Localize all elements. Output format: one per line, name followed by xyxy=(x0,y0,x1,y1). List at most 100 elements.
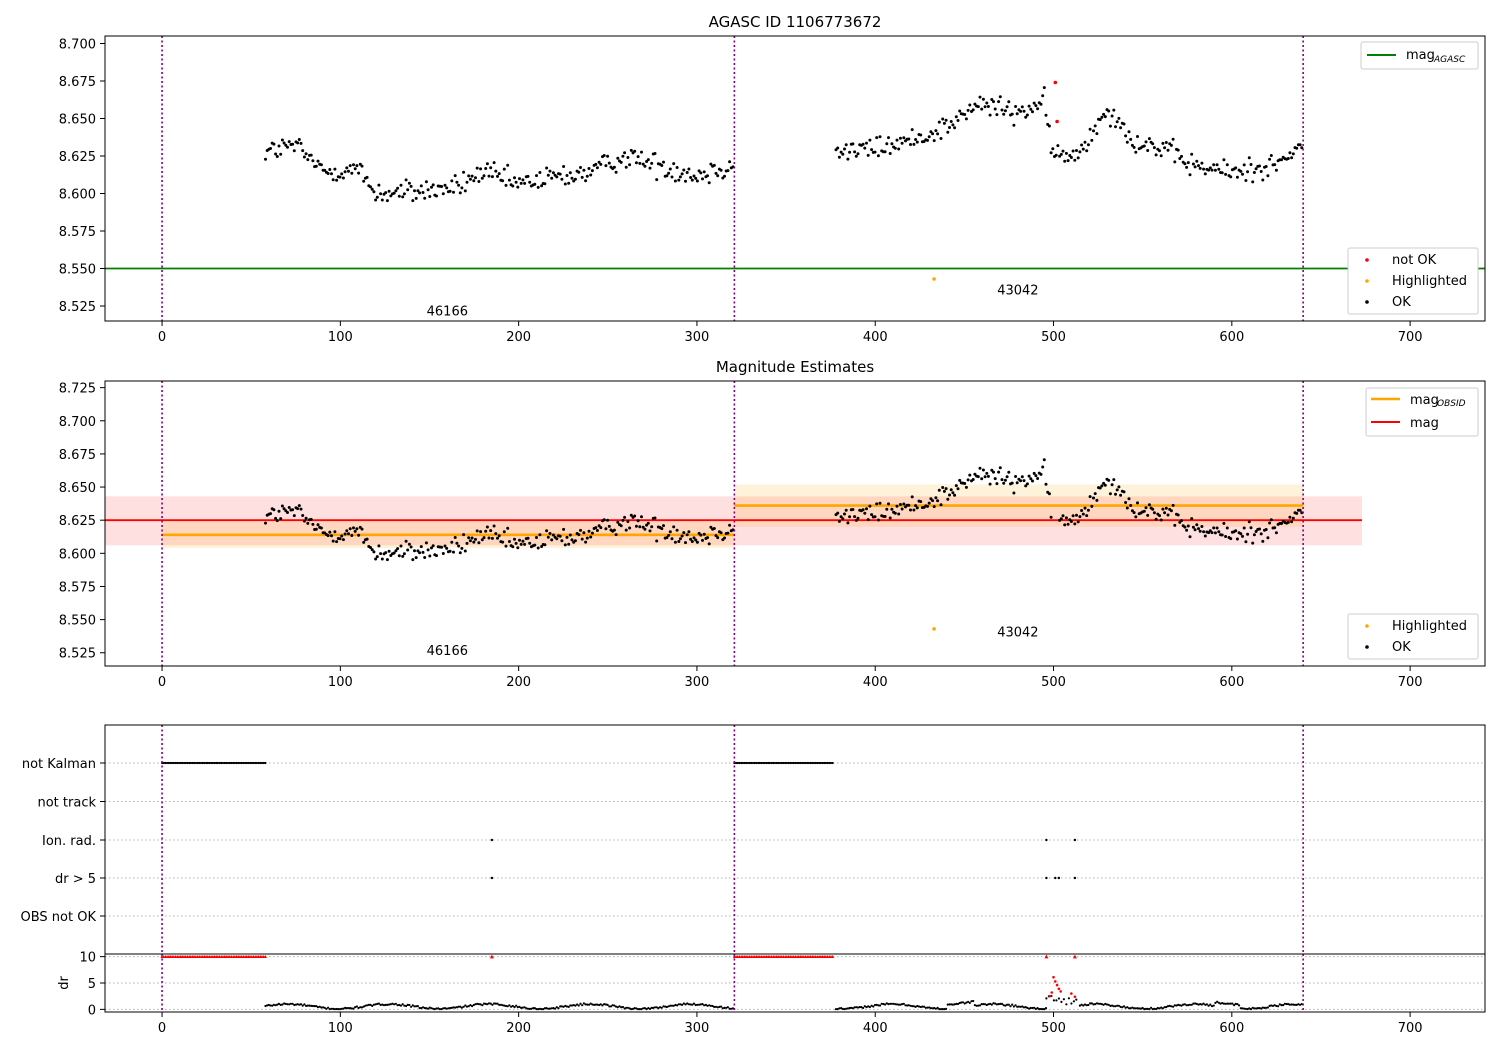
flag-point xyxy=(821,761,824,765)
ok-point xyxy=(518,538,521,542)
ok-point xyxy=(875,502,879,506)
dr-point xyxy=(653,1006,657,1009)
ok-point xyxy=(937,488,941,492)
y-tick-label: 8.625 xyxy=(59,514,96,529)
ok-point xyxy=(441,552,445,555)
ok-point xyxy=(445,546,449,550)
dr-point xyxy=(982,1003,985,1006)
dr-point xyxy=(611,1004,614,1007)
flag-point xyxy=(779,761,782,765)
flag-point xyxy=(259,761,262,765)
legend-mag-obsid-label: mag xyxy=(1410,393,1439,408)
ok-point xyxy=(1198,166,1202,170)
ok-point xyxy=(976,475,980,479)
ok-point xyxy=(848,150,852,154)
ok-point xyxy=(1254,530,1258,533)
flag-point xyxy=(763,761,767,765)
ok-point xyxy=(714,534,718,538)
ok-point xyxy=(1207,168,1211,172)
dr-point xyxy=(1122,1005,1126,1008)
ok-point xyxy=(287,506,291,509)
ok-point xyxy=(866,518,870,522)
ok-point xyxy=(384,551,388,555)
dr-point xyxy=(359,1006,362,1009)
ok-point xyxy=(341,538,345,542)
ok-point xyxy=(507,178,511,182)
ok-point xyxy=(636,519,640,523)
ok-point xyxy=(284,143,288,147)
ok-point xyxy=(839,150,843,154)
ok-point xyxy=(1288,515,1292,519)
dr-point xyxy=(1085,1004,1088,1007)
ok-point xyxy=(1210,168,1214,172)
dr-point xyxy=(1038,1008,1041,1011)
dr-point xyxy=(1121,1006,1124,1009)
ok-point xyxy=(604,164,608,168)
dr-point xyxy=(474,1003,477,1006)
ok-point xyxy=(374,198,378,202)
ok-point xyxy=(565,174,569,177)
flag-point xyxy=(740,761,743,765)
ok-point xyxy=(687,530,691,534)
flag-point xyxy=(816,761,819,765)
flag-point xyxy=(831,761,834,765)
ok-point xyxy=(689,176,693,179)
ok-point xyxy=(1029,107,1033,111)
ok-point xyxy=(1007,470,1011,474)
dr-point xyxy=(1160,1006,1163,1009)
ok-point xyxy=(699,171,703,175)
ok-point xyxy=(406,188,410,192)
dr-point xyxy=(481,1004,484,1007)
ok-point xyxy=(418,191,422,195)
ok-point xyxy=(1100,115,1104,119)
ok-point xyxy=(538,533,542,537)
y-tick-label: 8.650 xyxy=(59,481,96,496)
ok-point xyxy=(1095,498,1099,502)
ok-point xyxy=(1151,142,1155,146)
ok-point xyxy=(1069,156,1073,159)
ok-point xyxy=(467,536,471,540)
ok-point xyxy=(684,179,687,183)
ok-point xyxy=(964,117,968,121)
ok-point xyxy=(678,175,682,179)
dr-point xyxy=(596,1003,599,1006)
ok-point xyxy=(431,183,435,187)
ok-point xyxy=(951,491,955,495)
ok-point xyxy=(926,138,929,142)
flag-point xyxy=(807,761,811,765)
ok-point xyxy=(1239,169,1243,173)
dr-point xyxy=(264,1004,267,1008)
ok-point xyxy=(1208,166,1212,170)
ok-point xyxy=(419,545,423,549)
ok-point xyxy=(546,173,550,177)
ok-point xyxy=(355,527,359,531)
ok-point xyxy=(1029,477,1033,481)
ok-point xyxy=(282,507,286,511)
dr-point xyxy=(640,1008,643,1011)
ok-point xyxy=(492,161,496,165)
ok-point xyxy=(934,496,938,500)
flag-point xyxy=(176,761,179,765)
ok-point xyxy=(468,539,472,543)
ok-point xyxy=(590,169,594,173)
dr-point xyxy=(1297,1003,1300,1006)
ok-point xyxy=(898,503,902,506)
ok-point xyxy=(477,180,481,183)
ok-point xyxy=(883,150,887,154)
ok-point xyxy=(1159,518,1163,522)
ok-point xyxy=(621,518,625,522)
dr-point xyxy=(445,1007,448,1010)
dr-point xyxy=(1153,1007,1156,1011)
ok-point xyxy=(1202,530,1206,534)
ok-point xyxy=(1000,478,1004,482)
ok-point xyxy=(1095,132,1099,136)
ok-point xyxy=(1015,481,1019,485)
dr-point xyxy=(333,1008,336,1011)
dr-point xyxy=(510,1005,513,1008)
ok-point xyxy=(396,547,400,551)
dr-point xyxy=(528,1007,531,1011)
dr-point xyxy=(1246,1008,1249,1011)
ok-point xyxy=(489,529,493,533)
dr-high-point xyxy=(1052,975,1055,979)
ok-point xyxy=(375,195,379,199)
